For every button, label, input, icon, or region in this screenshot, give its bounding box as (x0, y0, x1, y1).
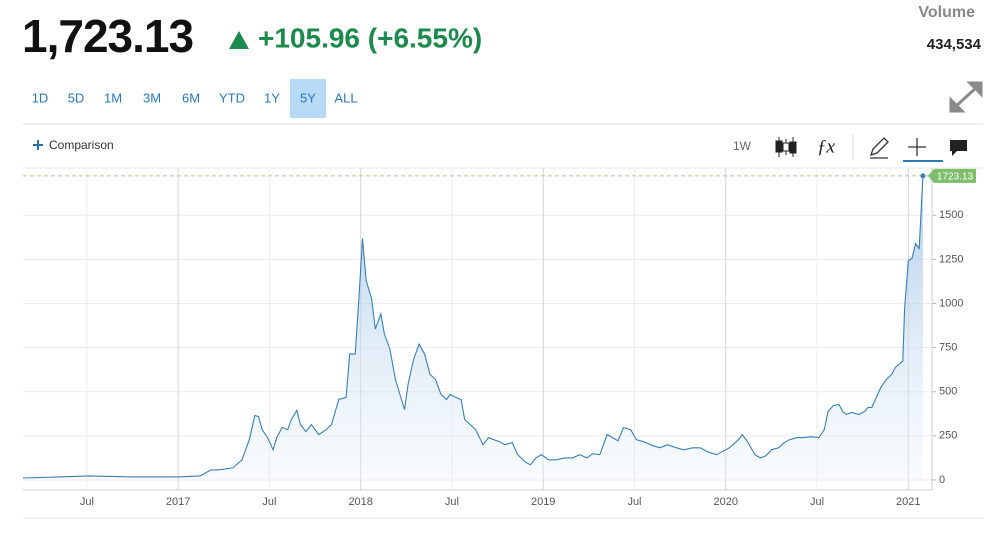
draw-icon[interactable] (869, 137, 889, 159)
y-tick-label: 250 (939, 430, 957, 442)
x-tick-label: 2021 (896, 496, 920, 508)
up-arrow (229, 31, 249, 49)
y-tick-label: 0 (939, 474, 945, 486)
y-tick-label: 1500 (939, 209, 963, 221)
range-selected-bg (290, 79, 326, 118)
volume-label: Volume (918, 4, 975, 21)
x-tick-label: 2018 (348, 496, 372, 508)
crosshair-icon[interactable] (908, 138, 926, 156)
x-tick-label: Jul (810, 496, 824, 508)
x-tick-label: Jul (445, 496, 459, 508)
indicator-icon[interactable]: ƒx (817, 136, 836, 157)
candlestick-icon[interactable] (775, 137, 797, 157)
x-tick-label: 2020 (713, 496, 737, 508)
plot: 0 250 500 750 1000 1250 1500 Jul 2017 Jul 2018 Jul 2… (22, 168, 976, 508)
x-tick-label: Jul (80, 496, 94, 508)
area-fill (23, 175, 923, 480)
comment-icon[interactable] (950, 140, 967, 156)
volume-value: 434,534 (927, 36, 982, 53)
expand-icon[interactable] (949, 81, 983, 113)
range-button[interactable]: 1M (104, 90, 122, 105)
range-button[interactable]: 5D (68, 90, 85, 105)
price-line (22, 175, 924, 479)
y-tick-label: 500 (939, 386, 957, 398)
price-change: +105.96 (+6.55%) (258, 22, 482, 53)
x-tick-label: 2019 (531, 496, 555, 508)
last-price-label: 1723.13 (937, 172, 974, 183)
comparison-label: Comparison (49, 138, 114, 152)
x-tick-label: Jul (262, 496, 276, 508)
y-tick-label: 1000 (939, 297, 963, 309)
price: 1,723.13 (22, 10, 193, 62)
range-button[interactable]: 3M (143, 90, 161, 105)
last-point (920, 173, 926, 179)
range-button[interactable]: 1Y (264, 90, 280, 105)
last-price-tag (928, 168, 976, 183)
range-button[interactable]: YTD (219, 90, 245, 105)
range-button[interactable]: 6M (182, 90, 200, 105)
interval-button[interactable]: 1W (733, 139, 752, 153)
y-tick-label: 1250 (939, 253, 963, 265)
range-selector: 1D 5D 1M 3M 6M YTD 1Y 5Y ALL (32, 79, 358, 118)
y-tick-label: 750 (939, 342, 957, 354)
x-tick-label: Jul (627, 496, 641, 508)
range-button[interactable]: 1D (32, 90, 49, 105)
comparison-button[interactable]: Comparison (33, 138, 114, 152)
range-button[interactable]: ALL (334, 90, 357, 105)
x-tick-label: 2017 (166, 496, 190, 508)
range-button[interactable]: 5Y (300, 90, 316, 105)
